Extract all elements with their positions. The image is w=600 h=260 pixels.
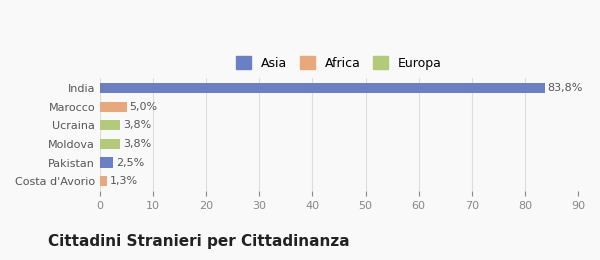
Bar: [100, 102, 127, 112]
Text: 3,8%: 3,8%: [123, 139, 151, 149]
Text: 2,5%: 2,5%: [116, 158, 144, 168]
Legend: Asia, Africa, Europa: Asia, Africa, Europa: [232, 52, 446, 73]
Text: Cittadini Stranieri per Cittadinanza: Cittadini Stranieri per Cittadinanza: [48, 234, 350, 249]
Bar: [100, 158, 113, 168]
Text: 5,0%: 5,0%: [129, 102, 157, 112]
Text: 1,3%: 1,3%: [110, 176, 137, 186]
Bar: [100, 120, 120, 131]
Bar: [100, 176, 107, 186]
Text: 83,8%: 83,8%: [548, 83, 583, 93]
Text: 3,8%: 3,8%: [123, 120, 151, 130]
Bar: [100, 83, 545, 93]
Bar: [100, 139, 120, 149]
